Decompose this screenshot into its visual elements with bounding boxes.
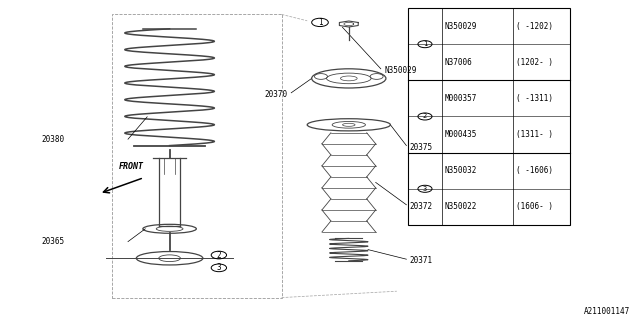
Text: N37006: N37006 [444, 58, 472, 67]
Text: 3: 3 [216, 263, 221, 272]
Text: A211001147: A211001147 [584, 307, 630, 316]
Text: 1: 1 [317, 18, 323, 27]
Text: M000435: M000435 [444, 130, 477, 139]
Text: N350029: N350029 [384, 66, 417, 75]
Text: N350029: N350029 [444, 21, 477, 31]
Text: 2: 2 [216, 251, 221, 260]
Text: 20371: 20371 [410, 256, 433, 265]
Text: 1: 1 [423, 41, 427, 47]
Text: 20370: 20370 [265, 90, 288, 99]
Text: N350022: N350022 [444, 202, 477, 212]
Text: (1606- ): (1606- ) [516, 202, 553, 212]
Text: 3: 3 [423, 186, 427, 192]
Text: N350032: N350032 [444, 166, 477, 175]
Text: 20380: 20380 [42, 135, 65, 144]
Text: FRONT: FRONT [118, 162, 144, 171]
Text: ( -1202): ( -1202) [516, 21, 553, 31]
Text: 20372: 20372 [410, 202, 433, 211]
Text: 20365: 20365 [42, 237, 65, 246]
Text: (1202- ): (1202- ) [516, 58, 553, 67]
Text: (1311- ): (1311- ) [516, 130, 553, 139]
Text: 20375: 20375 [410, 143, 433, 152]
Text: ( -1606): ( -1606) [516, 166, 553, 175]
Bar [408, 8, 570, 225]
Text: 2: 2 [423, 114, 427, 119]
Bar [112, 14, 282, 298]
Text: ( -1311): ( -1311) [516, 94, 553, 103]
Text: M000357: M000357 [444, 94, 477, 103]
